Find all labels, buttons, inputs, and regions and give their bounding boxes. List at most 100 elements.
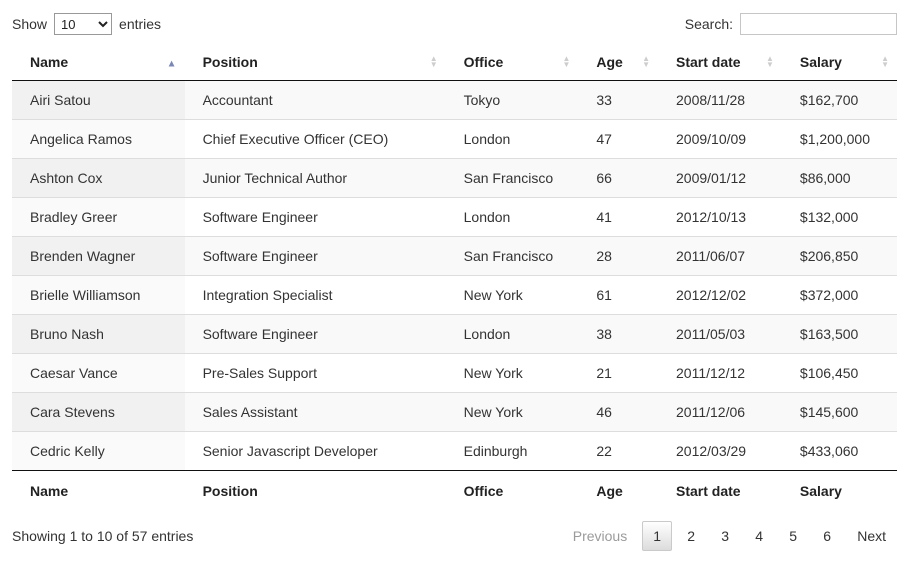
pagination-page-1[interactable]: 1 — [642, 521, 673, 551]
cell-start-date: 2012/03/29 — [658, 431, 782, 471]
column-header-label: Age — [596, 54, 623, 70]
cell-position: Chief Executive Officer (CEO) — [184, 119, 446, 159]
table-row[interactable]: Brenden Wagner Software Engineer San Franc… — [12, 236, 897, 276]
cell-age: 22 — [578, 431, 659, 471]
sort-up-arrow: ▲ — [429, 54, 438, 63]
table-info: Showing 1 to 10 of 57 entries — [12, 528, 194, 544]
cell-position: Software Engineer — [184, 236, 446, 276]
pagination-page-6[interactable]: 6 — [823, 528, 832, 544]
table-header: Name ▲ Position ▲ ▼ Office ▲ ▼ Age ▲ ▼ Start date ▲ ▼… — [12, 44, 897, 81]
sort-up-arrow: ▲ — [642, 54, 651, 63]
table-row[interactable]: Angelica Ramos Chief Executive Officer (C… — [12, 119, 897, 159]
cell-age: 41 — [578, 197, 659, 237]
pagination-previous-button[interactable]: Previous — [572, 528, 628, 544]
cell-salary: $162,700 — [799, 92, 859, 108]
cell-position: Accountant — [202, 92, 273, 108]
column-header-salary[interactable]: Salary ▲ ▼ — [781, 44, 897, 81]
cell-name: Bruno Nash — [12, 314, 185, 354]
column-header-start-date[interactable]: Start date ▲ ▼ — [658, 44, 782, 81]
table-row[interactable]: Airi Satou Accountant Tokyo 33 2008/11/28 $16… — [12, 80, 897, 120]
cell-position: Software Engineer — [184, 314, 446, 354]
pagination: Previous 1 2 3 4 5 6 Next — [558, 521, 897, 551]
table-row[interactable]: Bradley Greer Software Engineer London 41 20… — [12, 197, 897, 237]
cell-age: 46 — [578, 392, 659, 432]
pagination-page-3[interactable]: 3 — [721, 528, 730, 544]
cell-salary: $145,600 — [781, 392, 897, 432]
sort-down-arrow: ▼ — [765, 60, 774, 69]
cell-salary: $163,500 — [781, 314, 897, 354]
cell-salary: $433,060 — [781, 431, 897, 471]
entries-label: entries — [119, 16, 162, 32]
table-body: Airi Satou Accountant Tokyo 33 2008/11/28 $16… — [12, 80, 897, 471]
cell-position: Sales Assistant — [184, 392, 446, 432]
cell-office: London — [445, 197, 579, 237]
page-length-select[interactable]: 10 — [54, 13, 113, 35]
cell-start-date: 2009/10/09 — [658, 119, 782, 159]
footer-header-office: Office — [445, 470, 579, 511]
pagination-next-button[interactable]: Next — [857, 528, 886, 544]
cell-name: Angelica Ramos — [12, 119, 185, 159]
cell-office: San Francisco — [445, 158, 579, 198]
sort-ascending-icon: ▲ — [167, 55, 177, 70]
table-row[interactable]: Bruno Nash Software Engineer London 38 2011/… — [12, 314, 897, 354]
cell-position: Software Engineer — [184, 197, 446, 237]
cell-name: Ashton Cox — [12, 158, 185, 198]
pagination-page-2[interactable]: 2 — [687, 528, 696, 544]
cell-name: Airi Satou — [12, 80, 185, 120]
cell-salary: $206,850 — [781, 236, 897, 276]
column-header-name[interactable]: Name ▲ — [12, 44, 185, 81]
table-row[interactable]: Ashton Cox Junior Technical Author San Fra… — [12, 158, 897, 198]
table-bottombar: Showing 1 to 10 of 57 entries Previous 1 2… — [12, 511, 897, 563]
pagination-page-4[interactable]: 4 — [755, 528, 764, 544]
column-header-age[interactable]: Age ▲ ▼ — [578, 44, 659, 81]
cell-office: New York — [445, 275, 579, 315]
cell-office: Edinburgh — [445, 431, 579, 471]
pagination-page-5[interactable]: 5 — [789, 528, 798, 544]
cell-start-date: 2012/10/13 — [658, 197, 782, 237]
column-header-label: Office — [463, 54, 504, 70]
search-input[interactable] — [740, 13, 897, 35]
column-header-label: Start date — [676, 54, 741, 70]
cell-name: Brielle Williamson — [12, 275, 185, 315]
cell-start-date: 2009/01/12 — [658, 158, 782, 198]
show-label: Show — [12, 16, 48, 32]
cell-start-date: 2011/12/12 — [658, 353, 782, 393]
sort-up-arrow: ▲ — [765, 54, 774, 63]
cell-position: Pre-Sales Support — [184, 353, 446, 393]
cell-salary: $106,450 — [781, 353, 897, 393]
data-table: Name ▲ Position ▲ ▼ Office ▲ ▼ Age ▲ ▼ Start date ▲ ▼… — [12, 44, 897, 511]
table-controls: Show 10 entries Search: — [12, 12, 897, 36]
table-row[interactable]: Cara Stevens Sales Assistant New York 46 201… — [12, 392, 897, 432]
sort-both-icon: ▲ ▼ — [562, 55, 570, 69]
sort-down-arrow: ▼ — [881, 60, 889, 69]
table-row[interactable]: Caesar Vance Pre-Sales Support New York 21 2… — [12, 353, 897, 393]
column-header-label: Name — [30, 54, 69, 70]
footer-header-salary: Salary — [781, 470, 897, 511]
cell-name: Brenden Wagner — [12, 236, 185, 276]
cell-start-date: 2012/12/02 — [658, 275, 782, 315]
table-row[interactable]: Brielle Williamson Integration Specialist… — [12, 275, 897, 315]
table-row[interactable]: Cedric Kelly Senior Javascript Developer E… — [12, 431, 897, 471]
cell-age: 33 — [596, 92, 612, 108]
cell-start-date: 2011/06/07 — [658, 236, 782, 276]
cell-age: 38 — [578, 314, 659, 354]
cell-age: 47 — [578, 119, 659, 159]
cell-start-date: 2011/05/03 — [658, 314, 782, 354]
page-length-control: Show 10 entries — [12, 13, 161, 35]
column-header-position[interactable]: Position ▲ ▼ — [184, 44, 446, 81]
sort-both-icon: ▲ ▼ — [429, 54, 438, 69]
footer-header-name: Name — [12, 470, 185, 511]
cell-age: 61 — [578, 275, 659, 315]
cell-office: New York — [445, 392, 579, 432]
sort-both-icon: ▲ ▼ — [642, 54, 651, 69]
column-header-office[interactable]: Office ▲ ▼ — [445, 44, 579, 81]
cell-position: Senior Javascript Developer — [184, 431, 446, 471]
footer-header-position: Position — [184, 470, 446, 511]
cell-age: 28 — [578, 236, 659, 276]
footer-header-age: Age — [578, 470, 659, 511]
cell-start-date: 2011/12/06 — [658, 392, 782, 432]
cell-position: Junior Technical Author — [184, 158, 446, 198]
sort-down-arrow: ▼ — [429, 60, 438, 69]
cell-name: Caesar Vance — [12, 353, 185, 393]
